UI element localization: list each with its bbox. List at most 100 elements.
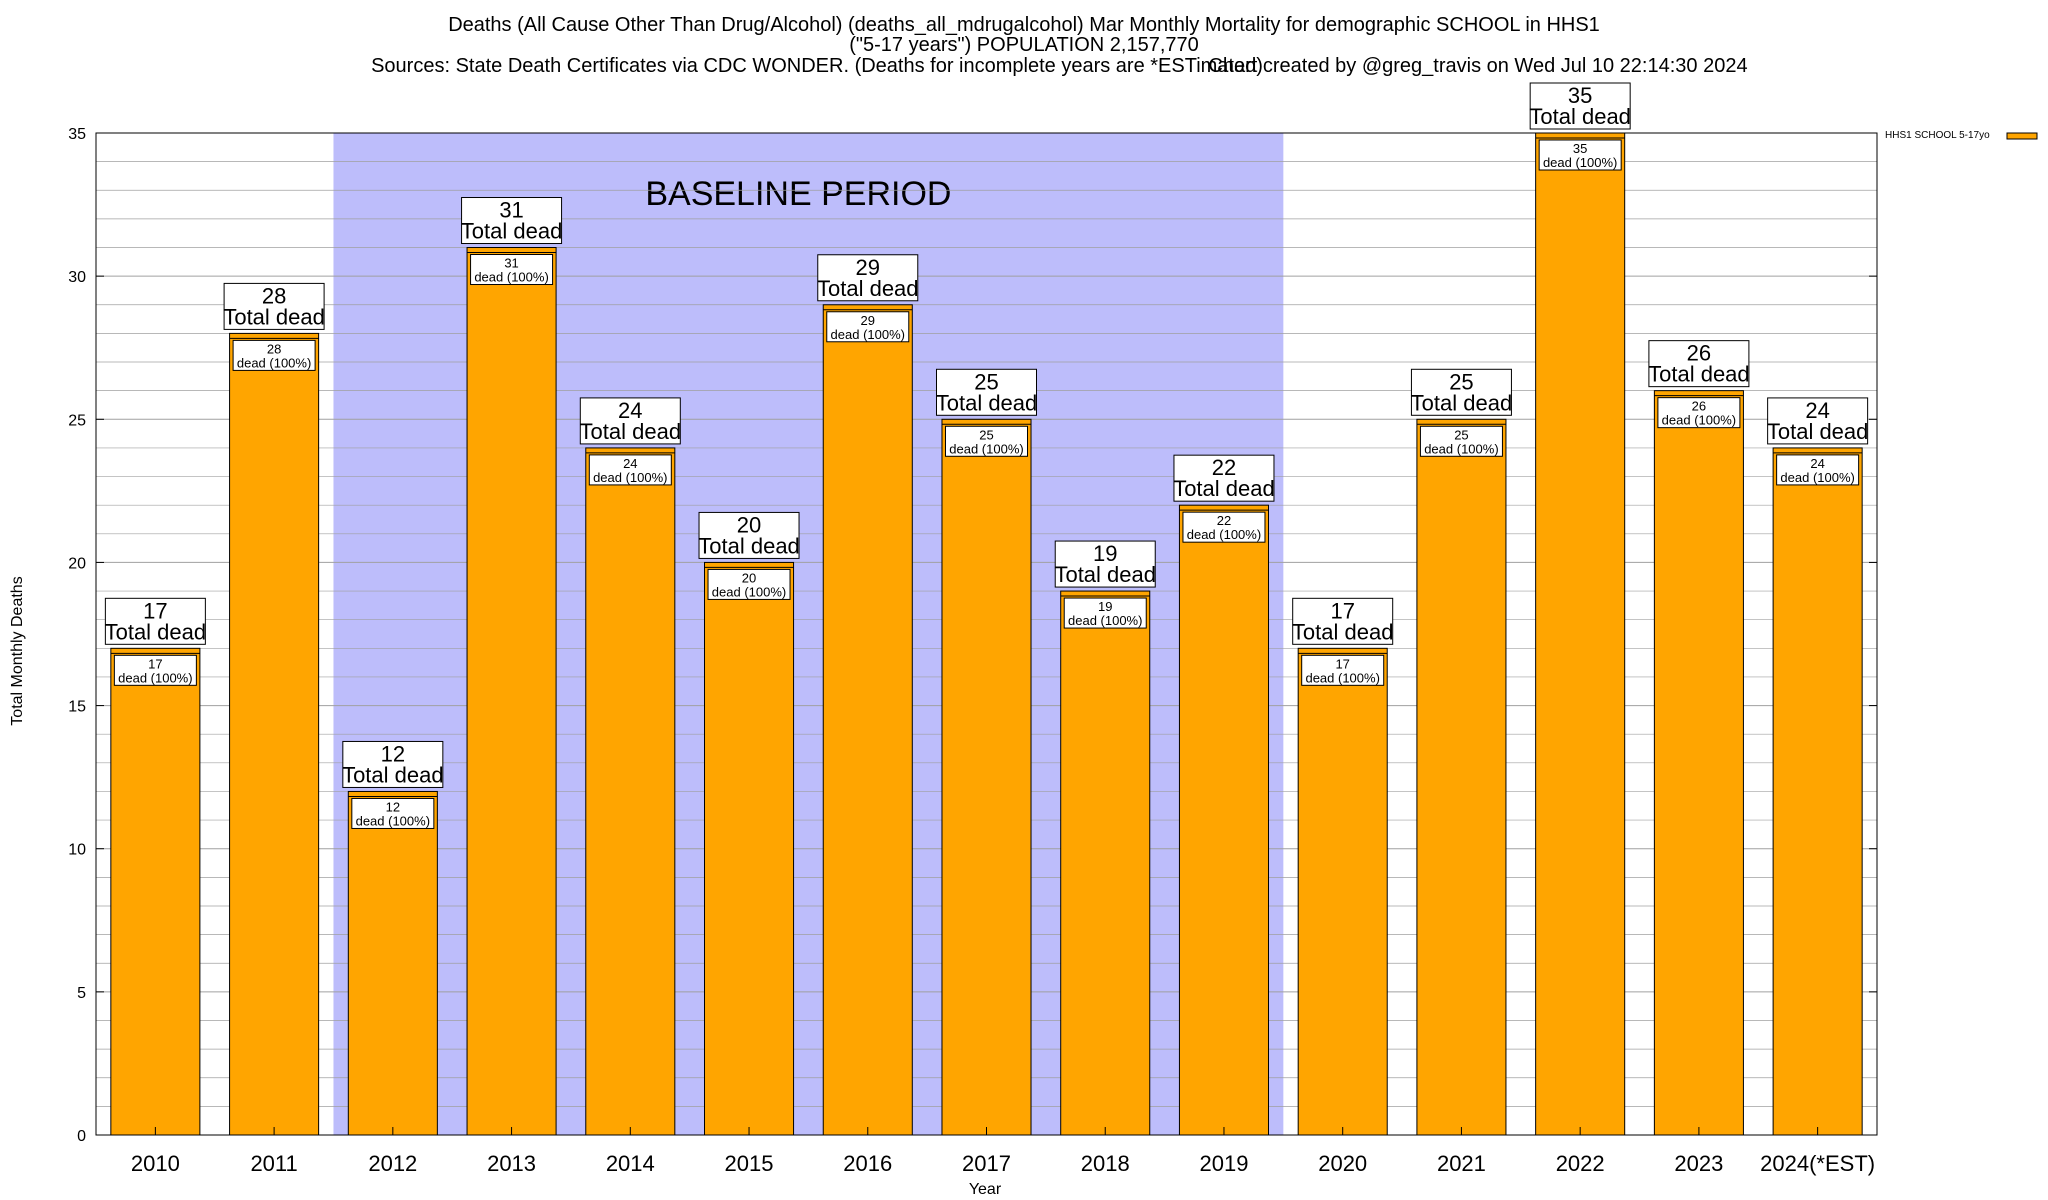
total-box bbox=[817, 254, 919, 302]
inner-percent-label: dead (100%) bbox=[1543, 155, 1617, 170]
total-box bbox=[461, 197, 563, 245]
bar-2016 bbox=[822, 304, 913, 1136]
inner-value-label: 35 bbox=[1573, 141, 1587, 156]
total-box bbox=[1648, 340, 1750, 388]
inner-percent-label: dead (100%) bbox=[356, 813, 430, 828]
inner-box bbox=[1776, 454, 1860, 486]
total-box bbox=[579, 397, 681, 445]
inner-box bbox=[1657, 397, 1741, 429]
inner-value-label: 12 bbox=[386, 799, 400, 814]
total-text-label: Total dead bbox=[1648, 362, 1750, 387]
total-box bbox=[1173, 454, 1275, 502]
total-box bbox=[342, 740, 444, 788]
x-tick-label: 2017 bbox=[962, 1151, 1011, 1176]
x-tick-label: 2015 bbox=[725, 1151, 774, 1176]
total-text-label: Total dead bbox=[817, 276, 919, 301]
inner-percent-label: dead (100%) bbox=[1424, 441, 1498, 456]
total-value-label: 35 bbox=[1568, 83, 1592, 108]
inner-value-label: 19 bbox=[1098, 599, 1112, 614]
bar-2014 bbox=[585, 447, 676, 1136]
inner-value-label: 17 bbox=[1335, 656, 1349, 671]
inner-percent-label: dead (100%) bbox=[831, 327, 905, 342]
total-value-label: 25 bbox=[974, 369, 998, 394]
x-tick-label: 2014 bbox=[606, 1151, 655, 1176]
legend-swatch bbox=[2006, 132, 2038, 140]
total-value-label: 24 bbox=[1805, 398, 1829, 423]
bar-2021 bbox=[1416, 418, 1507, 1136]
inner-percent-label: dead (100%) bbox=[1780, 470, 1854, 485]
total-text-label: Total dead bbox=[1173, 476, 1275, 501]
x-tick-label: 2020 bbox=[1318, 1151, 1367, 1176]
inner-value-label: 31 bbox=[504, 256, 518, 271]
y-tick-label: 5 bbox=[77, 985, 86, 1002]
bar-2012 bbox=[347, 790, 438, 1136]
inner-value-label: 20 bbox=[742, 570, 756, 585]
inner-box bbox=[826, 311, 910, 343]
total-text-label: Total dead bbox=[342, 762, 444, 787]
inner-box bbox=[351, 797, 435, 829]
inner-percent-label: dead (100%) bbox=[474, 270, 548, 285]
inner-box bbox=[1063, 597, 1147, 629]
y-tick-label: 35 bbox=[68, 126, 86, 143]
total-text-label: Total dead bbox=[698, 533, 800, 558]
bars bbox=[110, 132, 1863, 1136]
total-box bbox=[936, 368, 1037, 416]
baseline-label: BASELINE PERIOD bbox=[645, 175, 951, 213]
inner-box bbox=[1182, 511, 1266, 543]
inner-box bbox=[707, 568, 791, 600]
total-text-label: Total dead bbox=[461, 219, 563, 244]
total-value-label: 22 bbox=[1212, 455, 1236, 480]
total-value-label: 31 bbox=[499, 198, 523, 223]
axes: 0 5 10 15 20 25 30 35 bbox=[68, 126, 1878, 1145]
bar-2019 bbox=[1178, 504, 1269, 1136]
total-text-label: Total dead bbox=[580, 419, 682, 444]
inner-box bbox=[1301, 654, 1385, 686]
bar-2017 bbox=[941, 418, 1032, 1136]
inner-percent-label: dead (100%) bbox=[1068, 613, 1142, 628]
chart-title: Deaths (All Cause Other Than Drug/Alcoho… bbox=[448, 14, 1600, 36]
x-tick-label: 2021 bbox=[1437, 1151, 1486, 1176]
y-tick-label: 10 bbox=[68, 842, 86, 859]
inner-value-label: 24 bbox=[623, 456, 637, 471]
inner-value-label: 22 bbox=[1217, 513, 1231, 528]
x-tick-label: 2011 bbox=[250, 1151, 297, 1176]
inner-value-label: 26 bbox=[1692, 399, 1706, 414]
inner-box bbox=[588, 454, 672, 486]
total-box bbox=[1529, 82, 1631, 130]
total-value-label: 19 bbox=[1093, 541, 1117, 566]
inner-value-label: 25 bbox=[979, 427, 993, 442]
total-box bbox=[223, 282, 325, 330]
y-tick-label: 25 bbox=[68, 412, 86, 429]
inner-box bbox=[470, 254, 554, 286]
total-value-label: 24 bbox=[618, 398, 642, 423]
total-value-label: 17 bbox=[143, 598, 167, 623]
total-text-label: Total dead bbox=[223, 304, 325, 329]
bar-2011 bbox=[229, 332, 320, 1136]
total-box bbox=[698, 511, 800, 559]
legend-series-name: HHS1 SCHOOL 5-17yo bbox=[1885, 130, 1990, 141]
bar-2018 bbox=[1060, 590, 1151, 1136]
inner-value-label: 29 bbox=[861, 313, 875, 328]
inner-value-label: 25 bbox=[1454, 427, 1468, 442]
bar-2010 bbox=[110, 647, 201, 1136]
x-tick-label: 2012 bbox=[368, 1151, 417, 1176]
bar-2020 bbox=[1297, 647, 1388, 1136]
y-tick-label: 0 bbox=[77, 1128, 86, 1145]
total-value-label: 12 bbox=[381, 741, 405, 766]
total-text-label: Total dead bbox=[1411, 390, 1513, 415]
total-value-label: 20 bbox=[737, 512, 761, 537]
inner-box bbox=[1538, 139, 1622, 171]
y-axis-title: Total Monthly Deaths bbox=[9, 576, 26, 725]
bar-2023 bbox=[1653, 390, 1744, 1136]
total-text-label: Total dead bbox=[1292, 619, 1394, 644]
total-value-label: 26 bbox=[1687, 341, 1711, 366]
inner-box bbox=[113, 654, 197, 686]
total-text-label: Total dead bbox=[1054, 562, 1156, 587]
total-box bbox=[1767, 397, 1869, 445]
bar-2024(*EST) bbox=[1772, 447, 1863, 1136]
inner-value-label: 28 bbox=[267, 341, 281, 356]
y-tick-label: 20 bbox=[68, 555, 86, 572]
total-box bbox=[1410, 368, 1512, 416]
x-tick-label: 2023 bbox=[1674, 1151, 1723, 1176]
